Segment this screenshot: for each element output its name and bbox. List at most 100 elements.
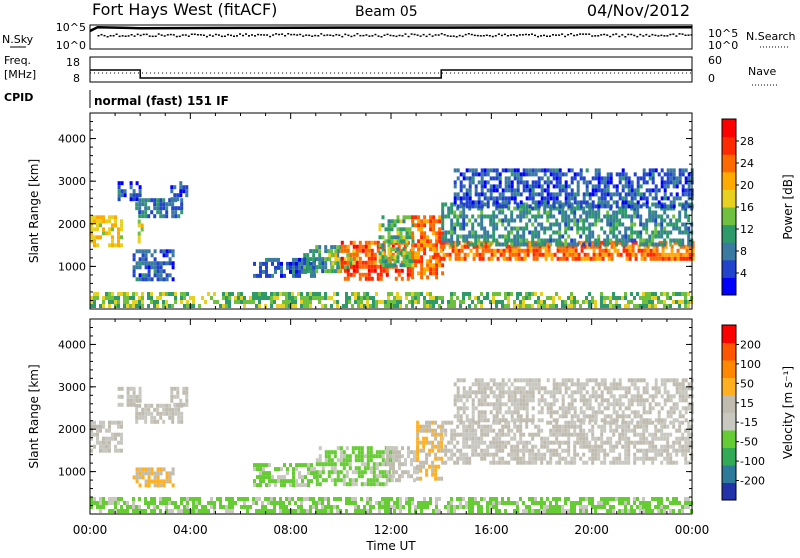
power-cell: [138, 236, 141, 240]
velocity-cell: [529, 378, 532, 382]
velocity-cell: [313, 467, 316, 471]
velocity-cell: [136, 471, 139, 475]
power-cell: [481, 204, 484, 208]
nsky-jitter: [374, 34, 376, 36]
power-cell: [633, 215, 636, 219]
velocity-cell: [498, 449, 501, 453]
velocity-cell: [612, 461, 615, 465]
power-cell: [581, 249, 584, 253]
velocity-cell: [404, 470, 407, 474]
velocity-cell: [163, 483, 166, 487]
velocity-cell: [577, 382, 580, 386]
power-cell: [651, 243, 654, 247]
power-cell: [560, 257, 563, 261]
power-cell: [684, 292, 687, 296]
power-cell: [603, 296, 606, 300]
power-cell: [502, 168, 505, 172]
velocity-cell: [538, 398, 541, 402]
velocity-cell: [625, 390, 628, 394]
power-cell: [133, 253, 136, 257]
power-cell: [586, 204, 589, 208]
power-cell: [359, 241, 362, 245]
velocity-cell: [486, 445, 489, 449]
velocity-cell: [640, 378, 643, 382]
velocity-cell: [516, 445, 519, 449]
velocity-cell: [316, 478, 319, 482]
power-cell: [678, 227, 681, 231]
power-cell: [606, 239, 609, 243]
power-cell: [347, 269, 350, 273]
power-cell: [630, 223, 633, 227]
velocity-cell: [376, 462, 379, 466]
velocity-cell: [591, 433, 594, 437]
power-cell: [379, 255, 382, 259]
power-cell: [582, 219, 585, 223]
velocity-cell: [343, 474, 346, 478]
velocity-cell: [343, 454, 346, 458]
velocity-cell: [571, 382, 574, 386]
power-colorbar-tick-label: 12: [740, 223, 754, 236]
velocity-cell: [301, 475, 304, 479]
nsky-jitter: [239, 33, 241, 35]
velocity-cell: [416, 465, 419, 469]
power-cell: [528, 211, 531, 215]
nsky-jitter: [305, 34, 307, 36]
velocity-cell: [386, 458, 389, 462]
power-cell: [102, 296, 105, 300]
velocity-cell: [597, 449, 600, 453]
power-cell: [347, 257, 350, 261]
power-cell: [180, 296, 183, 300]
velocity-cell: [478, 398, 481, 402]
velocity-cell: [422, 461, 425, 465]
velocity-cell: [517, 378, 520, 382]
velocity-cell: [643, 418, 646, 422]
power-cell: [628, 204, 631, 208]
power-cell: [463, 192, 466, 196]
power-cell: [463, 184, 466, 188]
velocity-cell: [460, 378, 463, 382]
nsky-jitter: [203, 35, 205, 37]
power-cell: [542, 253, 545, 257]
power-cell: [393, 300, 396, 304]
power-cell: [400, 239, 403, 243]
power-cell: [499, 204, 502, 208]
power-cell: [543, 239, 546, 243]
power-cell: [292, 258, 295, 262]
power-cell: [406, 227, 409, 231]
power-cell: [108, 243, 111, 247]
velocity-cell: [616, 410, 619, 414]
velocity-cell: [507, 461, 510, 465]
power-cell: [510, 231, 513, 235]
velocity-cell: [159, 509, 162, 513]
power-cell: [453, 304, 456, 308]
power-cell: [634, 204, 637, 208]
power-cell: [412, 263, 415, 267]
nsky-jitter: [197, 34, 199, 36]
power-cell: [607, 192, 610, 196]
velocity-cell: [573, 449, 576, 453]
power-cell: [154, 257, 157, 261]
power-cell: [669, 304, 672, 308]
velocity-cell: [658, 386, 661, 390]
power-cell: [345, 300, 348, 304]
power-cell: [536, 249, 539, 253]
power-cell: [552, 300, 555, 304]
power-cell: [571, 196, 574, 200]
power-cell: [455, 249, 458, 253]
velocity-cell: [615, 429, 618, 433]
power-cell: [438, 227, 441, 231]
velocity-cell: [673, 418, 676, 422]
velocity-cell: [480, 425, 483, 429]
power-cell: [684, 211, 687, 215]
velocity-cell: [666, 445, 669, 449]
power-cell: [420, 271, 423, 275]
power-cell: [156, 206, 159, 210]
velocity-cell: [520, 402, 523, 406]
velocity-cell: [404, 458, 407, 462]
power-cell: [409, 251, 412, 255]
power-cell: [264, 296, 267, 300]
velocity-cell: [613, 378, 616, 382]
power-cell: [667, 172, 670, 176]
power-cell: [466, 204, 469, 208]
velocity-cell: [538, 386, 541, 390]
